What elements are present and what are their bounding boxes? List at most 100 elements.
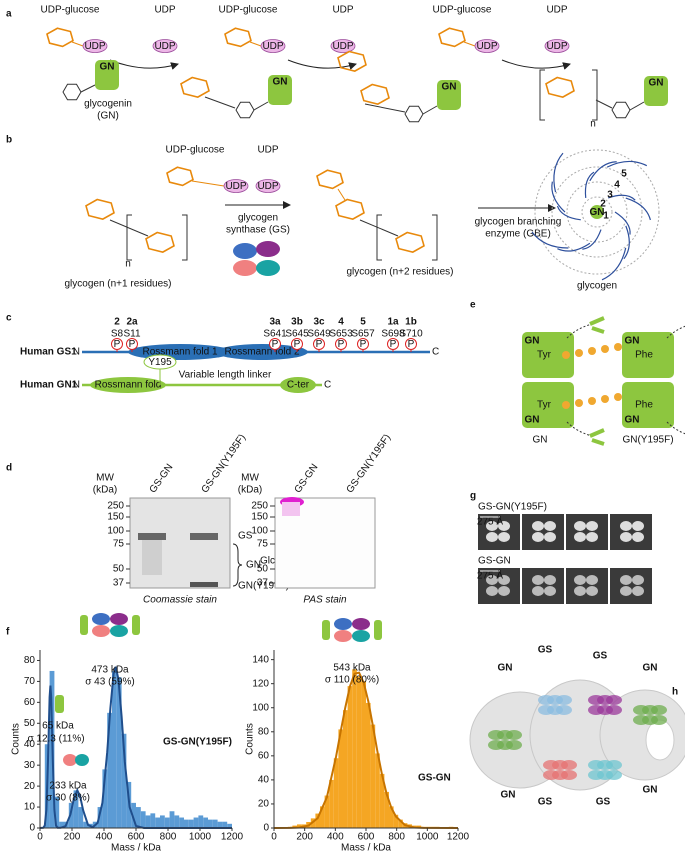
gn-cartoon	[80, 615, 88, 635]
x-tick-label: 200	[64, 832, 81, 843]
glucan-chain	[606, 160, 648, 168]
glucose-ring	[395, 231, 425, 253]
glucose-ring	[335, 198, 365, 220]
gn-block	[522, 332, 574, 378]
subunit-cartoon	[561, 760, 577, 770]
phenol-ring	[62, 83, 82, 101]
gs-fragment	[589, 316, 605, 334]
label: 2	[114, 317, 120, 328]
histogram-bar	[121, 733, 127, 828]
panel-label: c	[6, 313, 12, 324]
label: PAS stain	[303, 595, 347, 606]
label: Glc	[260, 556, 275, 567]
band	[138, 533, 166, 540]
y-tick-label: 40	[258, 775, 270, 786]
subunit-label: GS	[593, 651, 608, 662]
annotation: σ 30 (8%)	[46, 793, 90, 804]
label: S710	[399, 329, 423, 340]
glucan-chain	[625, 197, 651, 221]
subunit-cartoon	[606, 770, 622, 780]
histogram-bar	[131, 802, 136, 828]
label: Tyr	[537, 400, 552, 411]
histogram-bar	[97, 807, 103, 828]
subunit-label: GS	[538, 797, 553, 808]
glucose-ring	[85, 198, 115, 220]
label: (kDa)	[238, 485, 262, 496]
histogram-bar	[212, 819, 218, 828]
connector	[359, 219, 399, 237]
label: synthase (GS)	[226, 225, 290, 236]
glucose-ring	[545, 76, 575, 98]
gn-core	[590, 205, 604, 219]
gn-cartoon	[132, 615, 140, 635]
density-blob	[620, 521, 632, 531]
label: Coomassie stain	[143, 595, 217, 606]
y-tick-label: 120	[252, 678, 269, 689]
subunit-label: GN	[643, 663, 658, 674]
gs-fragment	[589, 428, 605, 446]
label: Y195	[148, 357, 172, 368]
histogram-bar	[174, 815, 180, 828]
glucan-chain	[614, 211, 631, 235]
histogram-bar	[136, 807, 141, 828]
gn-cartoon	[322, 620, 330, 640]
panel-label: g	[470, 491, 476, 502]
label: S8	[111, 329, 124, 340]
density-blob	[486, 532, 498, 542]
label: 2	[600, 199, 606, 210]
gn-cartoon	[374, 620, 382, 640]
connector	[204, 96, 236, 109]
y-tick-label: 60	[24, 697, 36, 708]
glucan-chain	[584, 171, 595, 199]
histogram-bar	[203, 817, 208, 828]
panel-label: e	[470, 300, 476, 311]
label: S698	[381, 329, 405, 340]
subunit-label: GN	[643, 785, 658, 796]
smear	[142, 540, 162, 575]
chart-title: GS-GN(Y195F)	[163, 737, 232, 748]
histogram-bar	[145, 815, 151, 828]
domain	[216, 344, 308, 360]
x-tick-label: 400	[96, 832, 113, 843]
histogram-bar	[352, 669, 357, 828]
label: GN	[525, 415, 540, 426]
x-tick-label: 800	[160, 832, 177, 843]
connector	[364, 103, 406, 113]
x-tick-label: 1000	[416, 832, 439, 843]
label: P	[408, 339, 415, 350]
gn-cartoon	[55, 695, 64, 713]
em-hole	[645, 719, 675, 761]
udp-chip	[255, 179, 281, 193]
density-blob	[574, 521, 586, 531]
density-blob	[498, 532, 510, 542]
label: 250	[251, 501, 268, 512]
label: UDP-glucose	[433, 5, 492, 16]
label: 37	[113, 578, 125, 589]
glucose-ring	[316, 169, 344, 190]
label: P	[272, 339, 279, 350]
density-blob	[498, 575, 510, 585]
bracket	[539, 69, 598, 121]
domain	[90, 377, 166, 393]
complex-cartoon	[110, 613, 128, 625]
annotation: 65 kDa	[42, 721, 74, 732]
subunit-cartoon	[506, 740, 522, 750]
udp-label: UDP	[154, 41, 175, 52]
connector	[463, 41, 476, 47]
histogram-bar	[375, 753, 380, 828]
histogram-bar	[398, 819, 403, 828]
label: 1b	[405, 317, 417, 328]
label: 100	[107, 526, 124, 537]
gn-block	[622, 332, 674, 378]
phenol-ring	[404, 105, 424, 123]
label: S657	[351, 329, 375, 340]
label: Tyr	[537, 350, 552, 361]
y-axis-label: Counts	[11, 723, 22, 755]
label: P	[316, 339, 323, 350]
label: 3	[607, 190, 613, 201]
annotation: σ 43 (59%)	[85, 677, 135, 688]
histogram-bar	[347, 686, 353, 828]
histogram-bar	[343, 710, 348, 828]
density-blob	[498, 586, 510, 596]
